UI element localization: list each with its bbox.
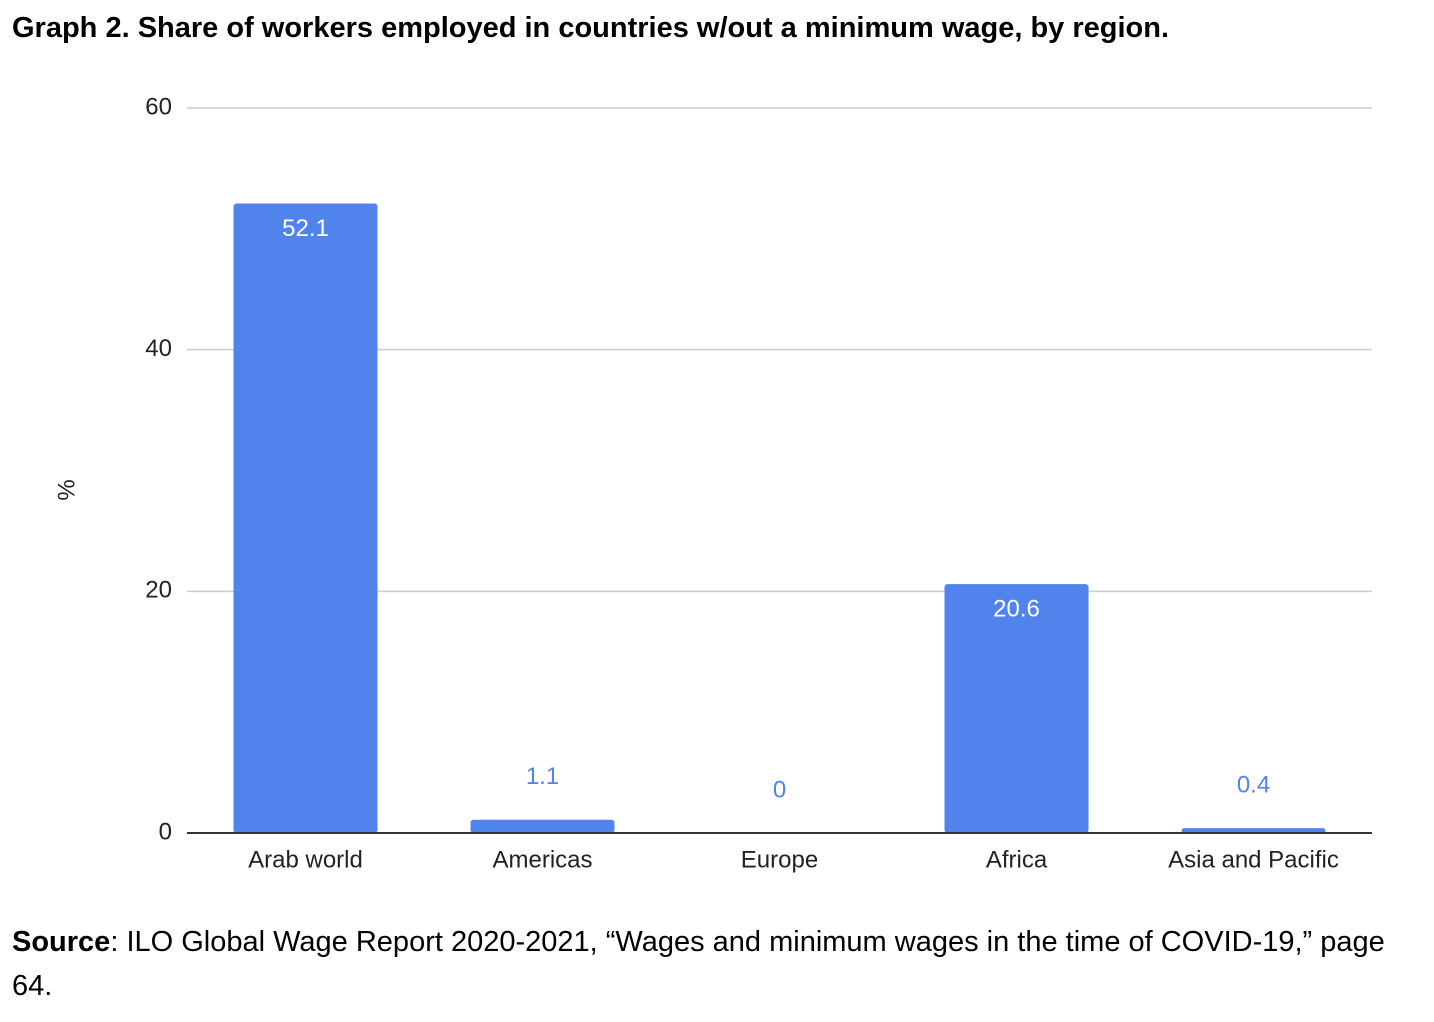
- source-text: : ILO Global Wage Report 2020-2021, “Wag…: [12, 926, 1385, 1002]
- data-label: 0.4: [1237, 772, 1270, 799]
- source-note: Source: ILO Global Wage Report 2020-2021…: [12, 920, 1412, 1008]
- data-label: 20.6: [993, 595, 1040, 622]
- x-tick-label: Americas: [492, 846, 592, 873]
- data-label: 52.1: [282, 215, 329, 242]
- x-tick-label: Africa: [986, 846, 1048, 873]
- y-tick-label: 40: [145, 335, 172, 362]
- bar: [1181, 828, 1326, 833]
- bar: [233, 203, 378, 834]
- bar: [470, 819, 615, 833]
- data-label: 1.1: [526, 763, 559, 790]
- chart: % 0 20 40 60 Arab world 52.1 Americas 1.1 Europe…: [53, 93, 1372, 873]
- source-label: Source: [12, 926, 111, 958]
- bar: [944, 584, 1089, 833]
- y-tick-label: 60: [145, 93, 172, 120]
- chart-title: Graph 2. Share of workers employed in co…: [12, 12, 1170, 44]
- y-tick-label: 20: [145, 577, 172, 604]
- x-tick-label: Europe: [741, 846, 818, 873]
- data-label: 0: [773, 776, 786, 803]
- x-tick-label: Arab world: [248, 846, 363, 873]
- x-tick-label: Asia and Pacific: [1168, 846, 1339, 873]
- y-axis-label: %: [53, 479, 80, 500]
- y-tick-label: 0: [159, 818, 172, 845]
